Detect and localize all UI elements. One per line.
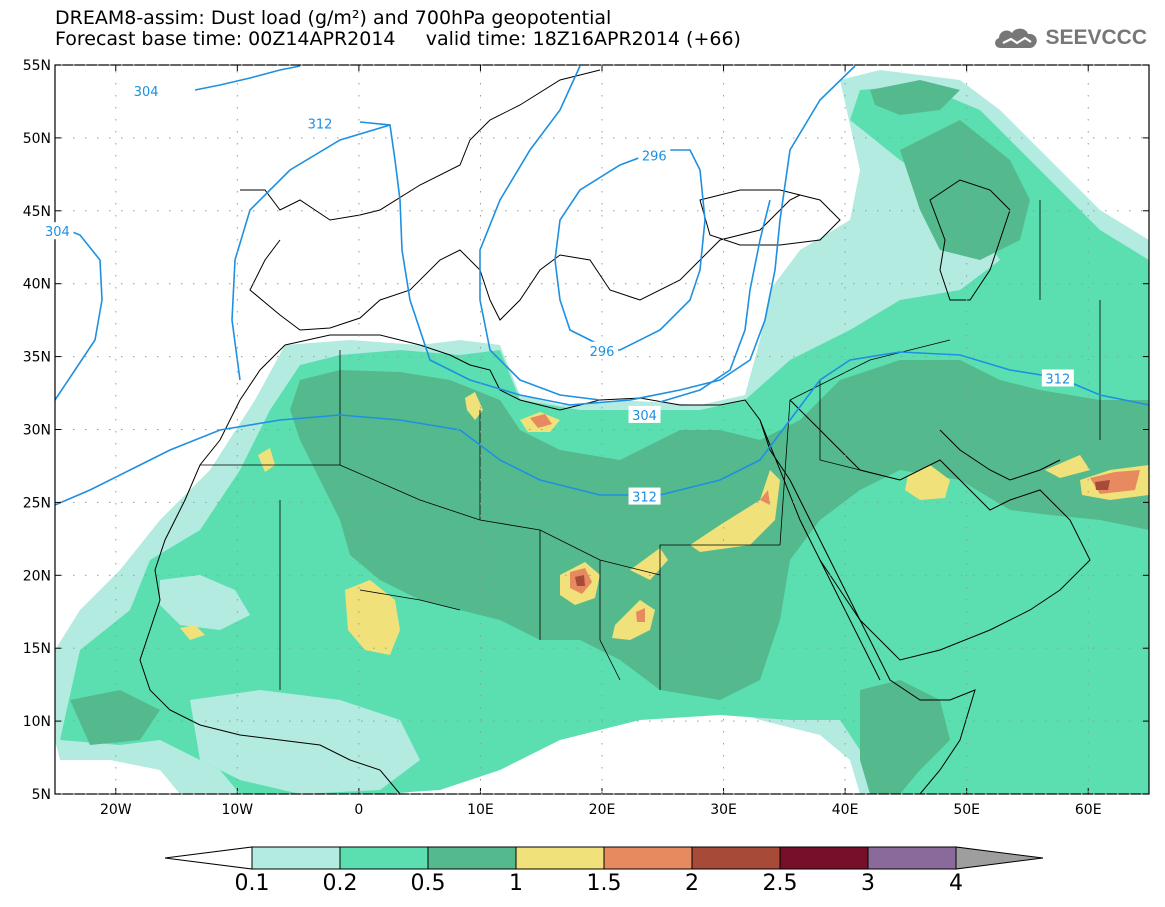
lat-tick-label: 10N — [23, 714, 51, 730]
contour-296 — [554, 149, 706, 351]
colorbar-label: 1.5 — [587, 871, 622, 896]
axis-ticks — [55, 64, 1149, 795]
dust-level-0.5 — [900, 120, 1030, 260]
colorbar-label: 0.5 — [411, 871, 446, 896]
contour-label: 312 — [308, 117, 333, 132]
coastline-africa — [139, 334, 976, 794]
lat-tick-label: 20N — [23, 568, 51, 584]
lon-tick-label: 10E — [467, 802, 494, 818]
logo-text: SEEVCCC — [1045, 26, 1147, 49]
seevccc-logo: SEEVCCC — [991, 24, 1147, 52]
coastline-persian-gulf — [939, 429, 1061, 481]
contour-label: 312 — [632, 491, 657, 506]
dust-level-2 — [1095, 480, 1110, 490]
lon-tick-label: 10W — [221, 802, 253, 818]
contour-label: 296 — [642, 149, 667, 164]
colorbar-swatch — [251, 846, 341, 870]
coastline-caspian — [929, 179, 1011, 301]
contour-312-west — [359, 65, 856, 406]
dust-level-0.5 — [70, 690, 160, 745]
lat-tick-label: 35N — [23, 350, 51, 366]
coastline-black-sea — [699, 189, 841, 246]
contour-304-center-east — [659, 199, 771, 403]
contour-label: 304 — [45, 225, 70, 240]
coastline-arabia — [789, 399, 1091, 661]
map-title: DREAM8-assim: Dust load (g/m²) and 700hP… — [55, 7, 612, 29]
contour-label: 304 — [134, 85, 159, 100]
colorbar-swatch — [691, 846, 781, 870]
colorbar-low-arrow — [164, 846, 253, 870]
contour-label-bg — [638, 146, 671, 164]
dust-level-1 — [258, 448, 275, 472]
dust-level-1 — [180, 625, 205, 640]
contour-label: 304 — [632, 409, 657, 424]
dust-level-1 — [690, 470, 780, 552]
coastline-red-sea — [759, 419, 881, 681]
contour-312-nw-arc — [231, 124, 391, 381]
forecast-time-info: Forecast base time: 00Z14APR2014 valid t… — [55, 28, 741, 50]
lon-tick-label: 20E — [589, 802, 616, 818]
dust-level-2 — [575, 575, 585, 586]
dust-level-1.5 — [760, 490, 770, 505]
lat-tick-label: 5N — [32, 787, 51, 803]
dust-level-0.1-patch — [190, 690, 420, 794]
lat-tick-label: 45N — [23, 204, 51, 220]
lat-tick-label: 55N — [23, 58, 51, 74]
lon-tick-label: 40E — [832, 802, 859, 818]
colorbar: 0.1 0.2 0.5 1 1.5 2 2.5 3 4 — [164, 846, 1044, 896]
colorbar-label: 0.1 — [235, 871, 270, 896]
dust-level-1.5 — [636, 608, 645, 622]
lat-tick-label: 30N — [23, 423, 51, 439]
contour-label-bg — [303, 114, 336, 132]
dust-level-1 — [465, 392, 483, 420]
contour-label-bg — [41, 222, 74, 240]
contour-label-bg — [628, 487, 661, 505]
contour-label: 296 — [590, 345, 615, 360]
colorbar-label: 4 — [949, 871, 963, 896]
dust-level-0.2 — [60, 85, 1149, 794]
lat-tick-label: 40N — [23, 277, 51, 293]
dust-level-0.5 — [860, 680, 950, 794]
contour-label-bg — [586, 341, 618, 359]
colorbar-swatch — [867, 846, 957, 870]
colorbar-swatch — [339, 846, 429, 870]
contour-304-nw — [194, 65, 301, 91]
coastlines — [139, 69, 1091, 794]
colorbar-swatch — [427, 846, 517, 870]
lat-tick-label: 25N — [23, 495, 51, 511]
lon-tick-label: 20W — [100, 802, 132, 818]
colorbar-label: 2.5 — [763, 871, 798, 896]
axis-labels: 20W 10W 0 10E 20E 30E 40E 50E 60E 55N 50N 45N 40N 35N… — [23, 58, 1102, 818]
colorbar-label: 1 — [509, 871, 523, 896]
dust-level-1 — [630, 548, 668, 580]
colorbar-label: 3 — [861, 871, 875, 896]
dust-level-1.5 — [530, 414, 552, 428]
lon-tick-label: 0 — [354, 802, 363, 818]
dust-level-1 — [905, 465, 950, 500]
cloud-icon — [995, 28, 1038, 48]
lat-tick-label: 50N — [23, 131, 51, 147]
country-borders — [200, 200, 1101, 690]
lon-tick-label: 50E — [953, 802, 980, 818]
contour-label-bg — [628, 405, 661, 423]
colorbar-swatch — [515, 846, 605, 870]
border-lines — [200, 200, 1101, 690]
contour-label-bg — [1041, 369, 1074, 387]
colorbar-high-arrow — [955, 846, 1044, 870]
colorbar-label: 2 — [685, 871, 699, 896]
contour-labels: 304 312 304 296 296 304 312 312 — [41, 82, 1074, 506]
contour-label-bg — [130, 82, 163, 100]
dust-level-0.1-patch — [160, 575, 250, 630]
lon-tick-label: 60E — [1075, 802, 1102, 818]
colorbar-swatch — [603, 846, 693, 870]
dust-level-1 — [1045, 455, 1090, 478]
lon-tick-label: 30E — [710, 802, 737, 818]
lat-tick-label: 15N — [23, 641, 51, 657]
colorbar-label: 0.2 — [323, 871, 358, 896]
dust-level-0.5 — [870, 80, 960, 115]
contour-304-far-west — [55, 224, 103, 401]
colorbar-swatch — [779, 846, 869, 870]
contour-label: 312 — [1045, 372, 1070, 387]
